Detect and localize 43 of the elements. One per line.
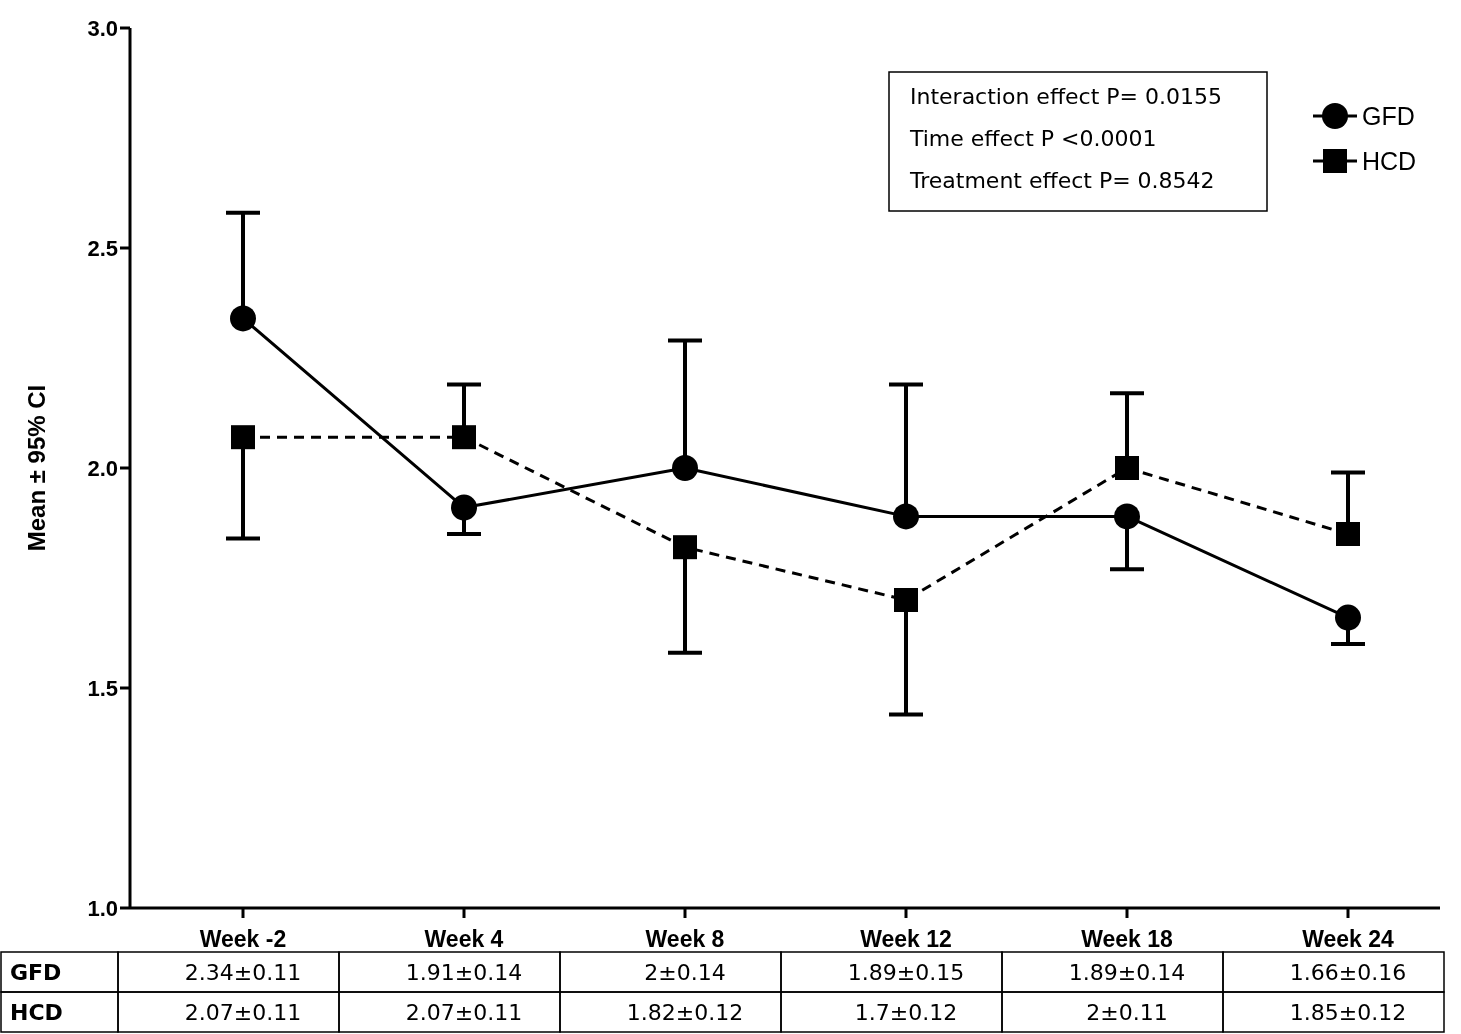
data-label: 1.66±0.16 xyxy=(1289,960,1407,985)
x-tick-label: Week 24 xyxy=(1302,926,1395,952)
point xyxy=(673,535,697,560)
annotation: Interaction effect P= 0.0155 xyxy=(910,84,1222,109)
y-tick-label: 1.0 xyxy=(87,895,118,921)
point xyxy=(231,425,255,450)
data-label: 2.34±0.11 xyxy=(184,960,302,985)
point xyxy=(451,494,477,521)
point xyxy=(894,588,918,612)
point xyxy=(1336,522,1360,546)
data-label: 1.89±0.14 xyxy=(1068,960,1186,985)
x-tick-label: Week 18 xyxy=(1081,926,1174,952)
x-tick-label: Week 8 xyxy=(645,926,725,952)
legend-label: HCD xyxy=(1362,146,1417,175)
text: HCD xyxy=(10,1000,63,1025)
point xyxy=(1115,456,1139,480)
data-label: 1.89±0.15 xyxy=(847,960,965,985)
point xyxy=(1114,503,1140,530)
data-label: 2±0.14 xyxy=(644,960,726,985)
data-label: 1.82±0.12 xyxy=(626,1000,744,1025)
point xyxy=(452,425,476,450)
text: GFD xyxy=(10,960,62,985)
data-label: 2.07±0.11 xyxy=(405,1000,523,1025)
point xyxy=(1335,604,1361,631)
data-label: 2.07±0.11 xyxy=(184,1000,302,1025)
data-label: 1.91±0.14 xyxy=(405,960,523,985)
x-tick-label: Week 12 xyxy=(860,926,952,952)
y-tick-label: 1.5 xyxy=(87,675,118,701)
annotation: Treatment effect P= 0.8542 xyxy=(909,168,1215,193)
point xyxy=(672,455,698,481)
point xyxy=(893,503,919,530)
x-tick-label: Week -2 xyxy=(199,926,287,952)
data-label: 1.7±0.12 xyxy=(854,1000,958,1025)
x-tick-label: Week 4 xyxy=(424,926,504,952)
y-tick-label: 2.5 xyxy=(87,235,118,261)
legend-label: GFD xyxy=(1362,101,1415,130)
annotation: Time effect P <0.0001 xyxy=(909,126,1157,151)
data-label: 1.85±0.12 xyxy=(1289,1000,1407,1025)
data-label: 2±0.11 xyxy=(1086,1000,1168,1025)
point xyxy=(230,305,256,332)
y-tick-label: 3.0 xyxy=(87,15,118,41)
y-tick-label: 2.0 xyxy=(87,455,118,481)
y-axis-title: Mean ± 95% CI xyxy=(23,384,50,552)
